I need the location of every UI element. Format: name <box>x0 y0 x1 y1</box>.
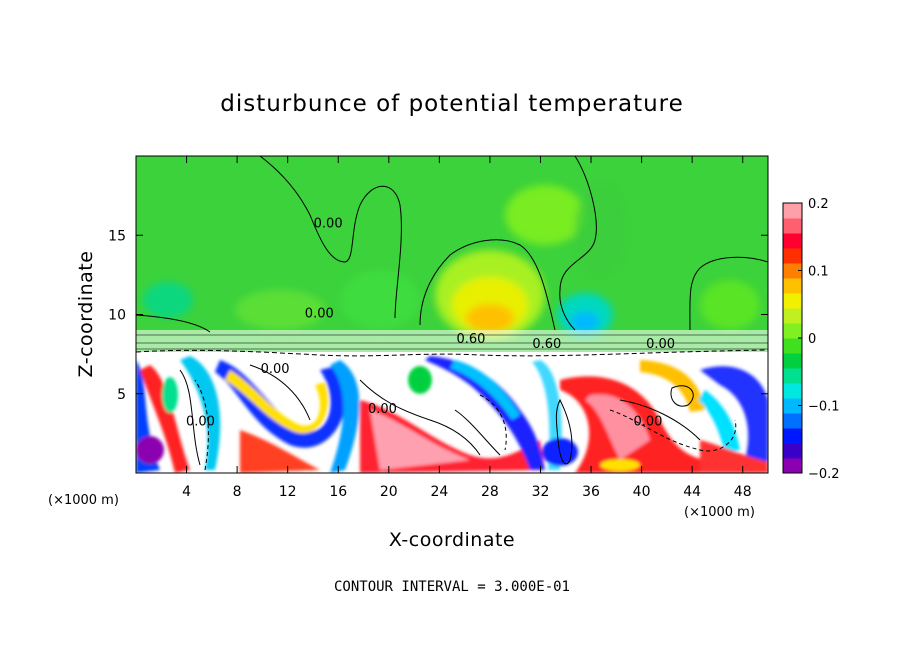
colorbar-swatch <box>783 293 802 309</box>
x-tick-label: 24 <box>430 484 448 500</box>
contour-label: 0.60 <box>456 332 485 347</box>
colorbar-swatch <box>783 353 802 369</box>
x-tick-label: 4 <box>182 484 191 500</box>
colorbar-swatch <box>783 338 802 354</box>
colorbar-tick-label: −0.1 <box>808 400 840 415</box>
contour-label: 0.00 <box>633 414 662 429</box>
colorbar: 0.2 0.1 0 −0.1 −0.2 <box>782 197 840 482</box>
contour-label: 0.00 <box>314 216 343 231</box>
contour-label: 0.00 <box>368 402 397 417</box>
colorbar-swatch <box>783 398 802 414</box>
colorbar-swatch <box>783 218 802 234</box>
x-tick-label: 28 <box>481 484 499 500</box>
x-tick-label: 40 <box>633 484 651 500</box>
colorbar-swatch <box>783 233 802 249</box>
colorbar-swatch <box>783 308 802 324</box>
colorbar-swatch <box>783 368 802 384</box>
colorbar-tick-label: 0.2 <box>808 197 829 212</box>
colorbar-tick-label: −0.2 <box>808 467 840 482</box>
colorbar-swatch <box>783 428 802 444</box>
colorbar-swatch <box>783 323 802 339</box>
colorbar-swatch <box>783 443 802 459</box>
y-tick-label: 10 <box>108 308 126 324</box>
x-unit-right: (×1000 m) <box>684 505 755 520</box>
y-tick-label: 15 <box>108 228 126 244</box>
x-tick-label: 44 <box>683 484 701 500</box>
contour-label: 0.00 <box>646 337 675 352</box>
y-axis: 5 10 15 <box>108 228 768 403</box>
colorbar-swatch <box>783 458 802 474</box>
colorbar-swatch <box>783 278 802 294</box>
colorbar-swatch <box>783 413 802 429</box>
colorbar-tick-label: 0.1 <box>808 265 829 280</box>
x-tick-label: 12 <box>279 484 297 500</box>
contour-lines <box>136 156 768 471</box>
heatmap-field <box>136 156 768 473</box>
x-tick-label: 32 <box>532 484 550 500</box>
x-tick-label: 48 <box>734 484 752 500</box>
contour-label: 0.00 <box>186 414 215 429</box>
x-tick-label: 16 <box>329 484 347 500</box>
chart-title: disturbunce of potential temperature <box>220 91 684 117</box>
contour-label: 0.00 <box>305 307 334 322</box>
x-axis: 4 8 12 16 20 24 28 32 36 40 44 48 <box>182 156 752 500</box>
contour-labels: 0.00 0.00 0.60 0.60 0.00 0.00 0.00 0.00 0.00 <box>186 216 675 429</box>
contour-label: 0.00 <box>261 362 290 377</box>
x-axis-title: X-coordinate <box>389 529 515 551</box>
colorbar-swatch <box>783 383 802 399</box>
colorbar-swatch <box>783 248 802 264</box>
y-tick-label: 5 <box>117 387 126 403</box>
colorbar-swatch <box>783 263 802 279</box>
y-axis-title: Z-coordinate <box>75 251 97 378</box>
contour-interval-note: CONTOUR INTERVAL = 3.000E-01 <box>334 579 570 595</box>
colorbar-swatch <box>783 203 802 219</box>
x-tick-label: 36 <box>582 484 600 500</box>
x-unit-left: (×1000 m) <box>48 493 119 508</box>
x-tick-label: 20 <box>380 484 398 500</box>
contour-label: 0.60 <box>532 337 561 352</box>
x-tick-label: 8 <box>233 484 242 500</box>
colorbar-tick-label: 0 <box>808 332 816 347</box>
